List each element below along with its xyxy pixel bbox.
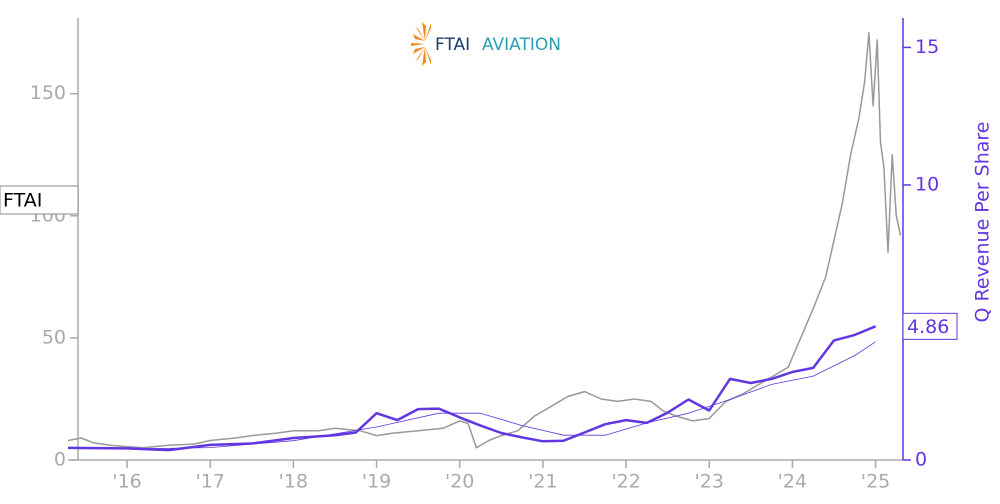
y-tick-label: 150 — [30, 82, 66, 104]
series-line — [67, 341, 876, 450]
x-tick-label: '18 — [279, 471, 308, 493]
logo-primary: FTAI — [435, 35, 470, 55]
x-tick-label: '19 — [362, 471, 391, 493]
ticker-box — [0, 185, 79, 215]
value-label-box — [902, 312, 958, 340]
y2-axis-label: Q Revenue Per Share — [972, 122, 994, 323]
x-tick-label: '25 — [861, 471, 890, 493]
y-tick-label: 0 — [54, 449, 66, 471]
x-tick-label: '23 — [695, 471, 724, 493]
logo-secondary: AVIATION — [482, 35, 561, 55]
x-tick-label: '21 — [528, 471, 557, 493]
value-label: 4.86 — [907, 316, 949, 338]
x-tick-label: '17 — [196, 471, 225, 493]
y2-tick-label: 15 — [915, 36, 939, 58]
y2-tick-label: 0 — [915, 449, 927, 471]
x-tick-label: '20 — [445, 471, 474, 493]
ticker-label: FTAI — [3, 190, 42, 212]
logo: FTAI AVIATION — [411, 22, 561, 66]
y2-tick-label: 10 — [915, 173, 939, 195]
y-tick-label: 50 — [42, 326, 66, 348]
x-tick-label: '24 — [778, 471, 807, 493]
series-line — [67, 31, 902, 449]
series-line — [67, 325, 877, 452]
x-tick-label: '16 — [112, 471, 141, 493]
x-tick-label: '22 — [611, 471, 640, 493]
